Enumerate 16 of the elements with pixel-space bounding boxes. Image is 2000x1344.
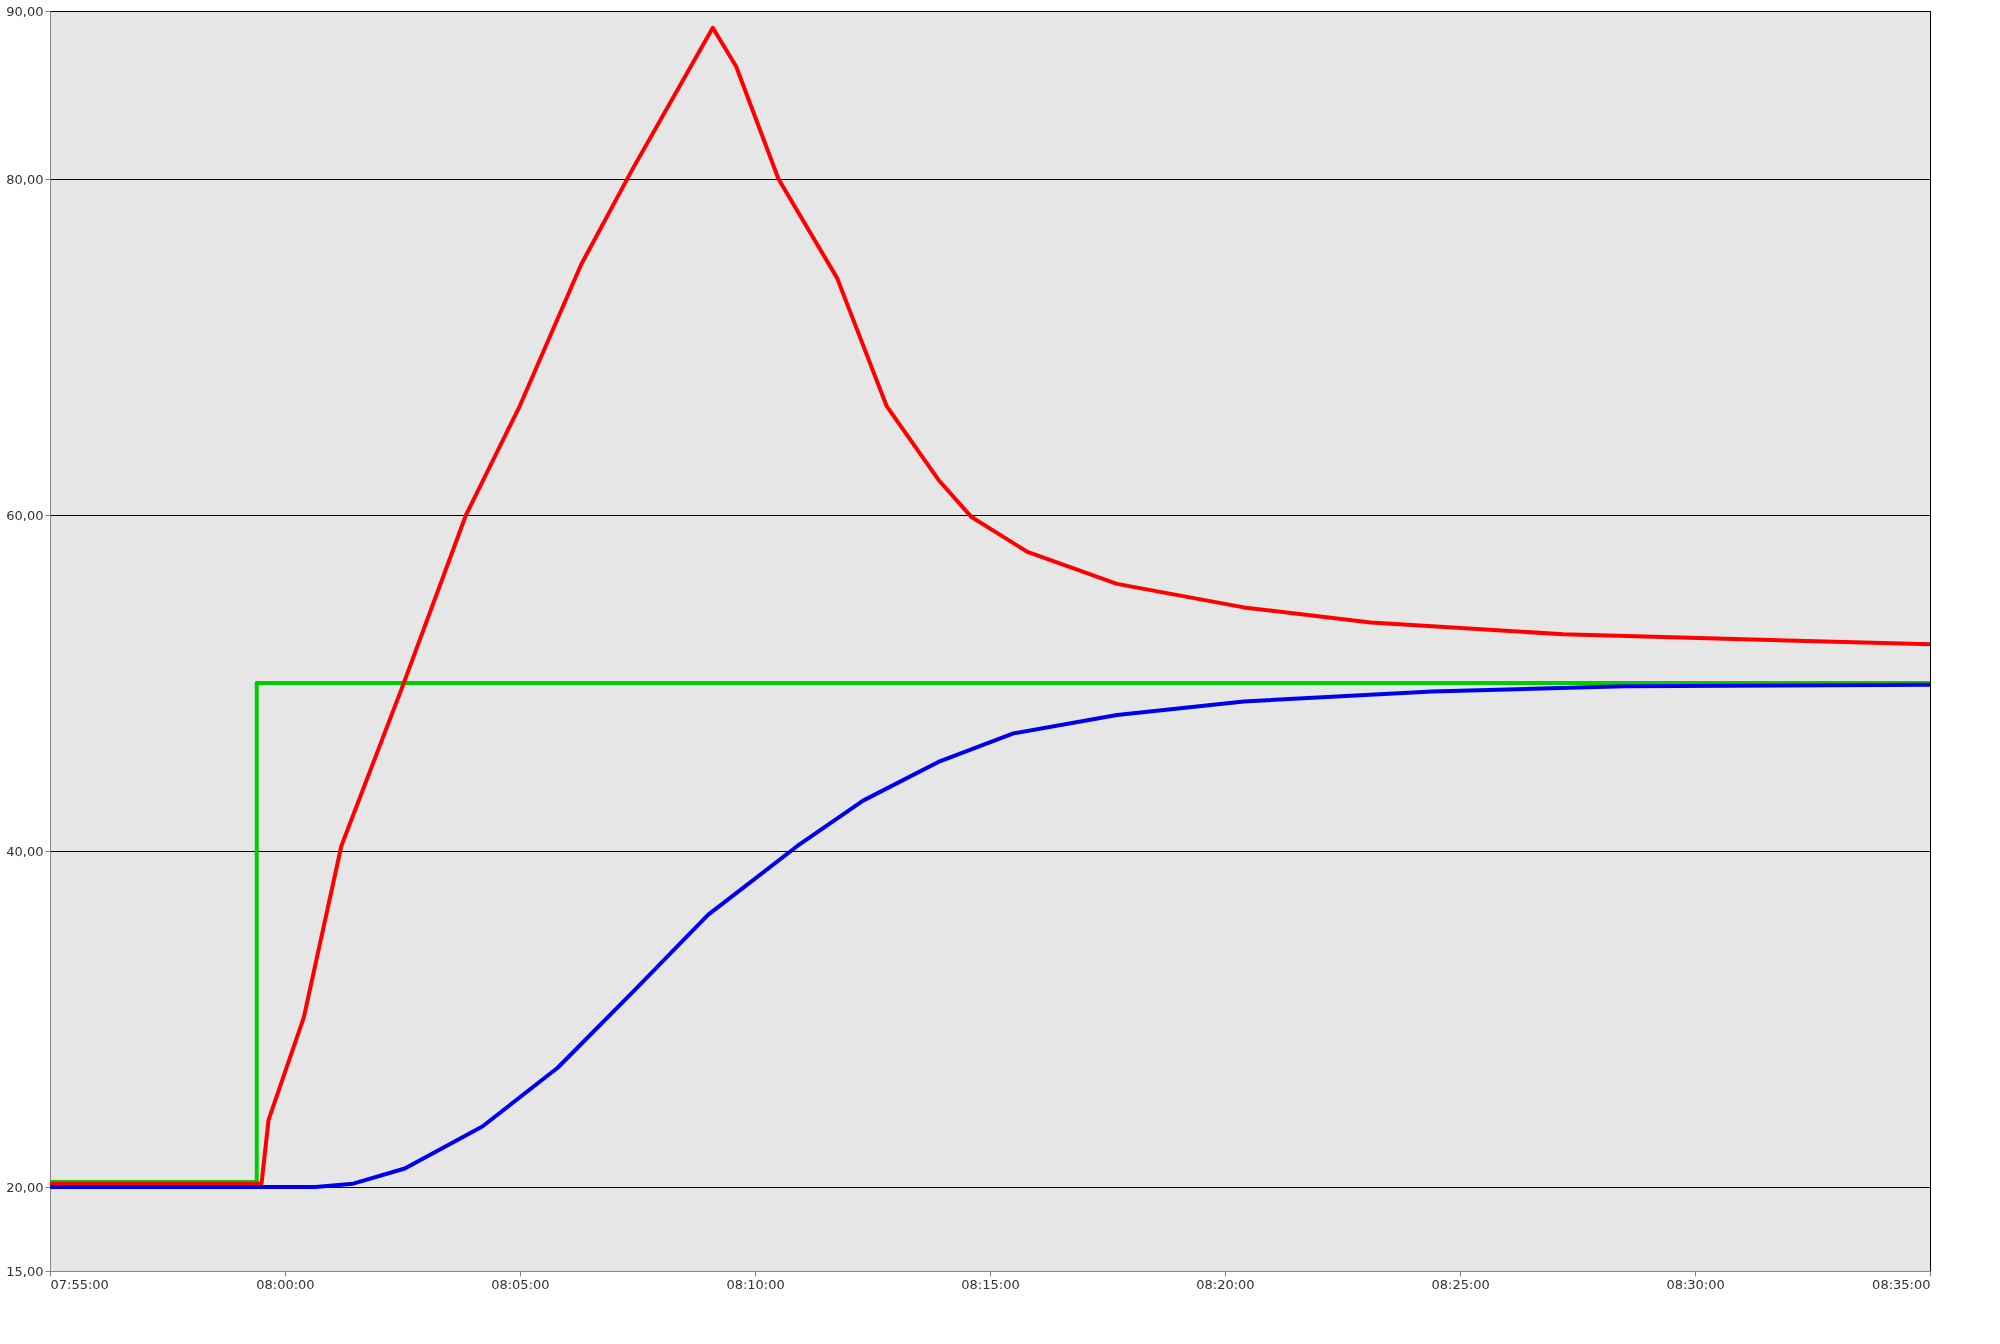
y-tick-label: 40,00 <box>6 843 44 859</box>
x-tick-label: 08:30:00 <box>1666 1276 1725 1292</box>
x-tick-label: 08:20:00 <box>1196 1276 1255 1292</box>
x-tick-label: 08:10:00 <box>726 1276 785 1292</box>
x-tick-label: 08:00:00 <box>256 1276 315 1292</box>
y-tick-label: 60,00 <box>6 507 44 523</box>
y-tick-label: 20,00 <box>6 1179 44 1195</box>
x-tick-label: 08:05:00 <box>491 1276 550 1292</box>
x-tick-label: 08:25:00 <box>1431 1276 1490 1292</box>
x-tick-label: 08:35:00 <box>1872 1276 1931 1292</box>
y-tick-label: 90,00 <box>6 3 44 19</box>
line-series <box>48 25 1932 1186</box>
y-tick-label: 15,00 <box>6 1263 44 1279</box>
x-tick-label: 08:15:00 <box>961 1276 1020 1292</box>
x-tick-label: 07:55:00 <box>50 1276 109 1292</box>
y-tick-label: 80,00 <box>6 171 44 187</box>
